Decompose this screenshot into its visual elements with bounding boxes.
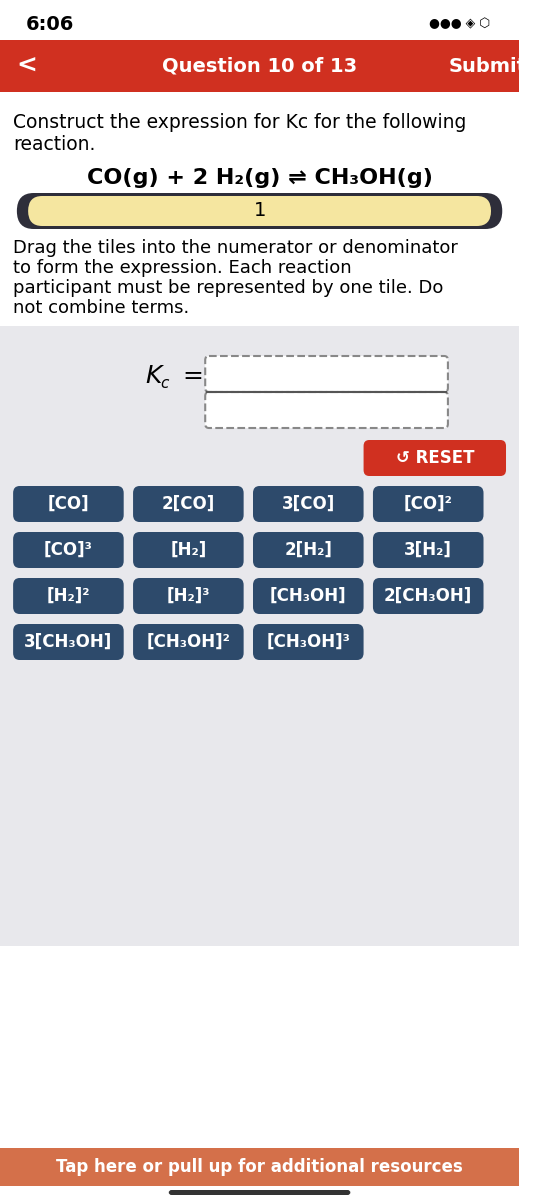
Text: 3[CO]: 3[CO] bbox=[281, 494, 335, 514]
Text: [CO]²: [CO]² bbox=[404, 494, 453, 514]
Text: ↺ RESET: ↺ RESET bbox=[396, 449, 474, 467]
Text: Drag the tiles into the numerator or denominator: Drag the tiles into the numerator or den… bbox=[13, 239, 458, 257]
FancyBboxPatch shape bbox=[373, 578, 484, 614]
Text: Construct the expression for Kc for the following: Construct the expression for Kc for the … bbox=[13, 113, 466, 132]
FancyBboxPatch shape bbox=[133, 532, 244, 568]
Text: 3[H₂]: 3[H₂] bbox=[404, 541, 452, 559]
Bar bbox=[0, 0, 519, 40]
Text: 1: 1 bbox=[253, 202, 266, 221]
Text: ●●● ◈ ⬡: ●●● ◈ ⬡ bbox=[429, 18, 490, 30]
FancyBboxPatch shape bbox=[205, 392, 448, 428]
Text: =: = bbox=[183, 364, 204, 388]
Text: to form the expression. Each reaction: to form the expression. Each reaction bbox=[13, 259, 352, 277]
Text: 3[CH₃OH]: 3[CH₃OH] bbox=[24, 634, 112, 650]
Text: Tap here or pull up for additional resources: Tap here or pull up for additional resou… bbox=[56, 1158, 463, 1176]
Text: [CH₃OH]³: [CH₃OH]³ bbox=[266, 634, 350, 650]
FancyBboxPatch shape bbox=[13, 486, 124, 522]
Bar bbox=[0, 40, 519, 92]
Text: 6:06: 6:06 bbox=[26, 14, 75, 34]
FancyBboxPatch shape bbox=[28, 196, 491, 226]
FancyBboxPatch shape bbox=[253, 578, 363, 614]
FancyBboxPatch shape bbox=[373, 532, 484, 568]
Text: [H₂]: [H₂] bbox=[170, 541, 207, 559]
Text: [CH₃OH]²: [CH₃OH]² bbox=[146, 634, 230, 650]
FancyBboxPatch shape bbox=[13, 578, 124, 614]
FancyBboxPatch shape bbox=[363, 440, 506, 476]
FancyBboxPatch shape bbox=[17, 193, 502, 229]
Text: Question 10 of 13: Question 10 of 13 bbox=[162, 56, 357, 76]
FancyBboxPatch shape bbox=[133, 624, 244, 660]
Text: [CO]: [CO] bbox=[48, 494, 89, 514]
Text: Submit: Submit bbox=[448, 56, 526, 76]
Bar bbox=[0, 92, 519, 402]
FancyBboxPatch shape bbox=[13, 624, 124, 660]
Text: [H₂]³: [H₂]³ bbox=[167, 587, 210, 605]
FancyBboxPatch shape bbox=[373, 486, 484, 522]
FancyBboxPatch shape bbox=[168, 1190, 351, 1195]
Text: 2[CO]: 2[CO] bbox=[162, 494, 215, 514]
Text: CO(g) + 2 H₂(g) ⇌ CH₃OH(g): CO(g) + 2 H₂(g) ⇌ CH₃OH(g) bbox=[86, 168, 433, 188]
FancyBboxPatch shape bbox=[205, 356, 448, 392]
FancyBboxPatch shape bbox=[133, 486, 244, 522]
Bar bbox=[0, 1148, 519, 1186]
Text: not combine terms.: not combine terms. bbox=[13, 299, 189, 317]
FancyBboxPatch shape bbox=[13, 532, 124, 568]
Text: 2[H₂]: 2[H₂] bbox=[284, 541, 332, 559]
Text: [H₂]²: [H₂]² bbox=[47, 587, 90, 605]
Text: [CH₃OH]: [CH₃OH] bbox=[270, 587, 347, 605]
FancyBboxPatch shape bbox=[133, 578, 244, 614]
Bar bbox=[0, 326, 519, 946]
Text: [CO]³: [CO]³ bbox=[44, 541, 93, 559]
Text: c: c bbox=[160, 377, 168, 391]
Text: <: < bbox=[17, 54, 38, 78]
Text: reaction.: reaction. bbox=[13, 134, 95, 154]
Text: K: K bbox=[145, 364, 162, 388]
FancyBboxPatch shape bbox=[253, 532, 363, 568]
FancyBboxPatch shape bbox=[253, 624, 363, 660]
FancyBboxPatch shape bbox=[253, 486, 363, 522]
Text: 2[CH₃OH]: 2[CH₃OH] bbox=[384, 587, 473, 605]
Text: participant must be represented by one tile. Do: participant must be represented by one t… bbox=[13, 278, 444, 296]
